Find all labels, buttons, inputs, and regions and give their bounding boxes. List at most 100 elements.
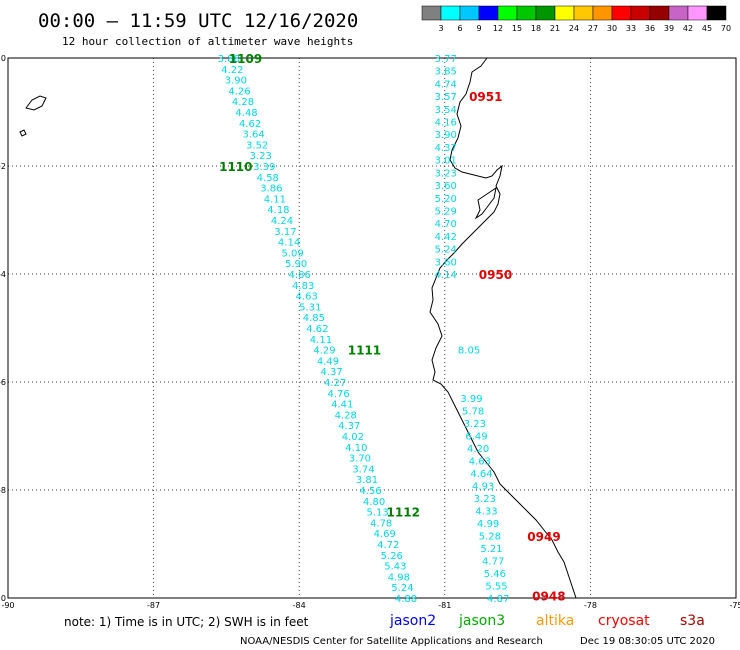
color-swatch [497,5,518,21]
swh-value: 3.86 [260,184,282,195]
lon-tick-label: -78 [584,601,597,610]
pass-label: 1112 [387,506,420,520]
legend-altika: altika [536,613,574,629]
swh-value: 5.78 [462,407,484,418]
swh-value: 4.42 [435,232,457,243]
legend-cryosat: cryosat [598,613,650,629]
swh-value: 4.27 [324,378,346,389]
color-swatch [478,5,499,21]
swh-value: 4.64 [470,469,492,480]
legend-jason3: jason3 [458,613,505,629]
swh-value: 4.63 [469,457,491,468]
swh-value: 4.33 [475,507,497,518]
swh-value: 4.70 [435,219,457,230]
swh-value: 4.63 [296,292,318,303]
swh-value: 4.37 [338,421,360,432]
swh-value: 4.02 [342,432,364,443]
legend-jason2: jason2 [389,613,436,629]
pass-label: 0951 [469,90,502,104]
swh-value: 3.52 [246,140,268,151]
coastline-south-america [429,57,577,599]
axis-ticks: -90 -87 -84 -81 -78 -75 0 -2 -4 -6 -8 -10 [0,54,740,610]
swh-value: 5.21 [480,544,502,555]
color-swatch [611,5,632,21]
color-scale-label: 39 [664,24,674,33]
color-scale-label: 30 [607,24,617,33]
swh-value: 3.99 [460,394,482,405]
color-scale-label: 33 [626,24,636,33]
swh-value: 4.18 [267,205,289,216]
color-scale-label: 21 [550,24,560,33]
swh-value: 4.48 [235,108,257,119]
lat-tick-label: -4 [0,270,6,279]
swh-value: 5.29 [435,206,457,217]
swh-value: 4.24 [271,216,293,227]
lon-tick-label: -84 [293,601,306,610]
swh-value: 5.43 [384,562,406,573]
color-swatch [649,5,670,21]
swh-value: 4.62 [239,119,261,130]
color-swatch [554,5,575,21]
swh-value: 3.60 [435,181,457,192]
swh-value: 5.09 [281,248,303,259]
color-swatch [459,5,480,21]
color-swatch [687,5,708,21]
swh-value: 4.58 [257,173,279,184]
swh-value: 4.99 [477,519,499,530]
color-scale-label: 27 [588,24,598,33]
lat-tick-label: -10 [0,594,6,603]
swh-value: 3.23 [435,168,457,179]
swh-value: 5.90 [285,259,307,270]
pass-label: 1110 [219,160,252,174]
swh-value: 4.98 [388,572,410,583]
color-scale-label: 6 [457,24,462,33]
color-swatch [535,5,556,21]
swh-value: 4.93 [472,482,494,493]
swh-value: 3.23 [250,151,272,162]
gulf-of-guayaquil [474,186,497,220]
swh-value: 3.23 [474,494,496,505]
swh-value: 3.90 [435,130,457,141]
lat-tick-label: 0 [1,54,6,63]
mission-legend: jason2 jason3 altika cryosat s3a [389,613,705,629]
color-scale-label: 42 [683,24,693,33]
swh-value: 3.57 [435,92,457,103]
color-swatch [668,5,689,21]
swh-value: 4.16 [435,118,457,129]
swh-value: 4.62 [306,324,328,335]
color-scale-label: 70 [721,24,731,33]
swh-value: 5.46 [484,569,506,580]
swh-value: 3.64 [242,130,264,141]
swh-value: 4.72 [377,540,399,551]
swh-value: 4.80 [363,497,385,508]
swh-value: 5.13 [366,508,388,519]
swh-value: 5.24 [391,583,413,594]
swh-value: 4.49 [317,356,339,367]
swh-value: 3.60 [435,257,457,268]
lat-tick-label: -6 [0,378,6,387]
page-title: 00:00 – 11:59 UTC 12/16/2020 [38,10,358,32]
color-swatch [706,5,727,21]
swh-value: 4.87 [487,594,509,605]
swh-value: 4.88 [395,594,417,605]
swh-value: 3.01 [435,156,457,167]
color-scale-label: 15 [512,24,522,33]
color-swatch [440,5,461,21]
swh-value: 5.20 [435,194,457,205]
color-scale-label: 36 [645,24,655,33]
pass-label: 0949 [527,530,560,544]
swh-value: 4.37 [320,367,342,378]
wave-height-labels: 3.884.223.904.264.284.484.623.643.523.23… [218,54,510,605]
swh-value: 3.54 [435,105,457,116]
swh-value: 5.26 [381,551,403,562]
swh-value: 4.11 [310,335,332,346]
swh-value: 6.49 [465,432,487,443]
swh-value: 5.31 [299,302,321,313]
swh-value: 4.74 [435,79,457,90]
swh-value: 8.05 [458,346,480,357]
swh-value: 3.90 [225,76,247,87]
color-swatch [592,5,613,21]
swh-value: 5.55 [485,582,507,593]
